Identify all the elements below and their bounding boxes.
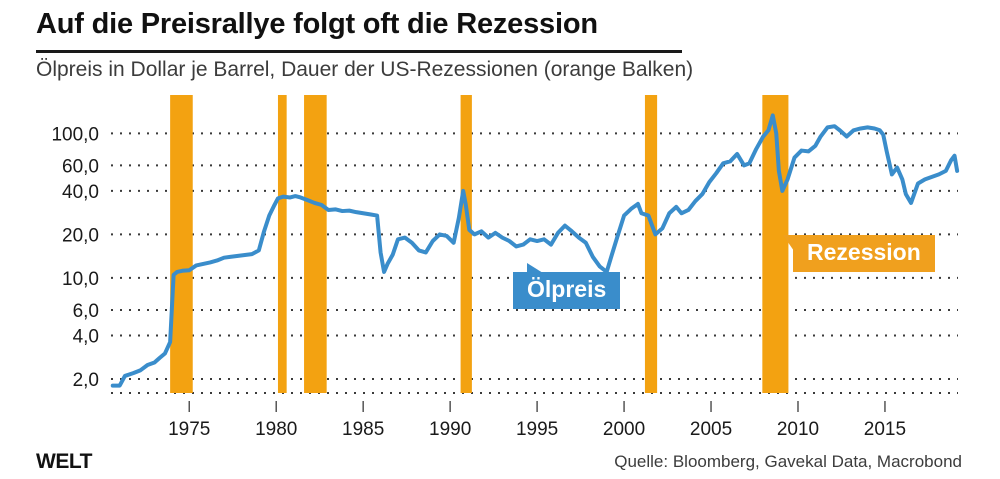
callout-tail-icon <box>783 235 794 251</box>
x-axis-tick-label: 1980 <box>255 419 297 440</box>
y-axis-tick-label: 2,0 <box>73 370 99 391</box>
x-axis-tick-label: 2005 <box>690 419 732 440</box>
y-axis-tick-label: 60,0 <box>62 156 99 177</box>
recession-band <box>644 95 658 393</box>
source-attribution: Quelle: Bloomberg, Gavekal Data, Macrobo… <box>614 452 962 471</box>
oil-price-line <box>110 113 960 388</box>
x-axis-tick-label: 2000 <box>603 419 645 440</box>
recession-band <box>304 95 327 393</box>
y-axis-tick-label: 100,0 <box>51 124 99 145</box>
recession-band <box>170 95 193 393</box>
y-axis-tick-label: 4,0 <box>73 326 99 347</box>
oil-price-callout-label: Ölpreis <box>527 276 607 302</box>
recession-band <box>277 95 287 393</box>
x-axis-tick-label: 1975 <box>168 419 210 440</box>
y-axis-labels: 100,0 60,0 40,0 20,0 10,0 6,0 4,0 2,0 <box>51 124 99 391</box>
x-axis-tick-label: 2015 <box>864 419 906 440</box>
x-axis-tick-label: 1985 <box>342 419 384 440</box>
y-axis-tick-label: 10,0 <box>62 269 99 290</box>
price-polyline <box>110 113 960 388</box>
x-axis-tick-label: 1990 <box>429 419 471 440</box>
recession-callout-label: Rezession <box>807 239 921 265</box>
page-title: Auf die Preisrallye folgt oft die Rezess… <box>36 8 598 40</box>
page-subtitle: Ölpreis in Dollar je Barrel, Dauer der U… <box>36 58 694 81</box>
title-divider <box>36 50 682 53</box>
recession-band <box>460 95 472 393</box>
recession-callout: Rezession <box>783 235 935 272</box>
x-axis-tick-label: 2010 <box>777 419 819 440</box>
oil-price-callout: Ölpreis <box>513 263 621 309</box>
recession-bands <box>170 95 789 393</box>
welt-logo: WELT <box>36 450 92 473</box>
y-axis-tick-label: 20,0 <box>62 225 99 246</box>
callout-tail-icon <box>527 263 543 273</box>
y-axis-tick-label: 40,0 <box>62 182 99 203</box>
y-axis-tick-label: 6,0 <box>73 301 99 322</box>
x-axis-labels: 1975 1980 1985 1990 1995 2000 2005 2010 2015 <box>168 401 906 440</box>
x-axis-tick-label: 1995 <box>516 419 558 440</box>
